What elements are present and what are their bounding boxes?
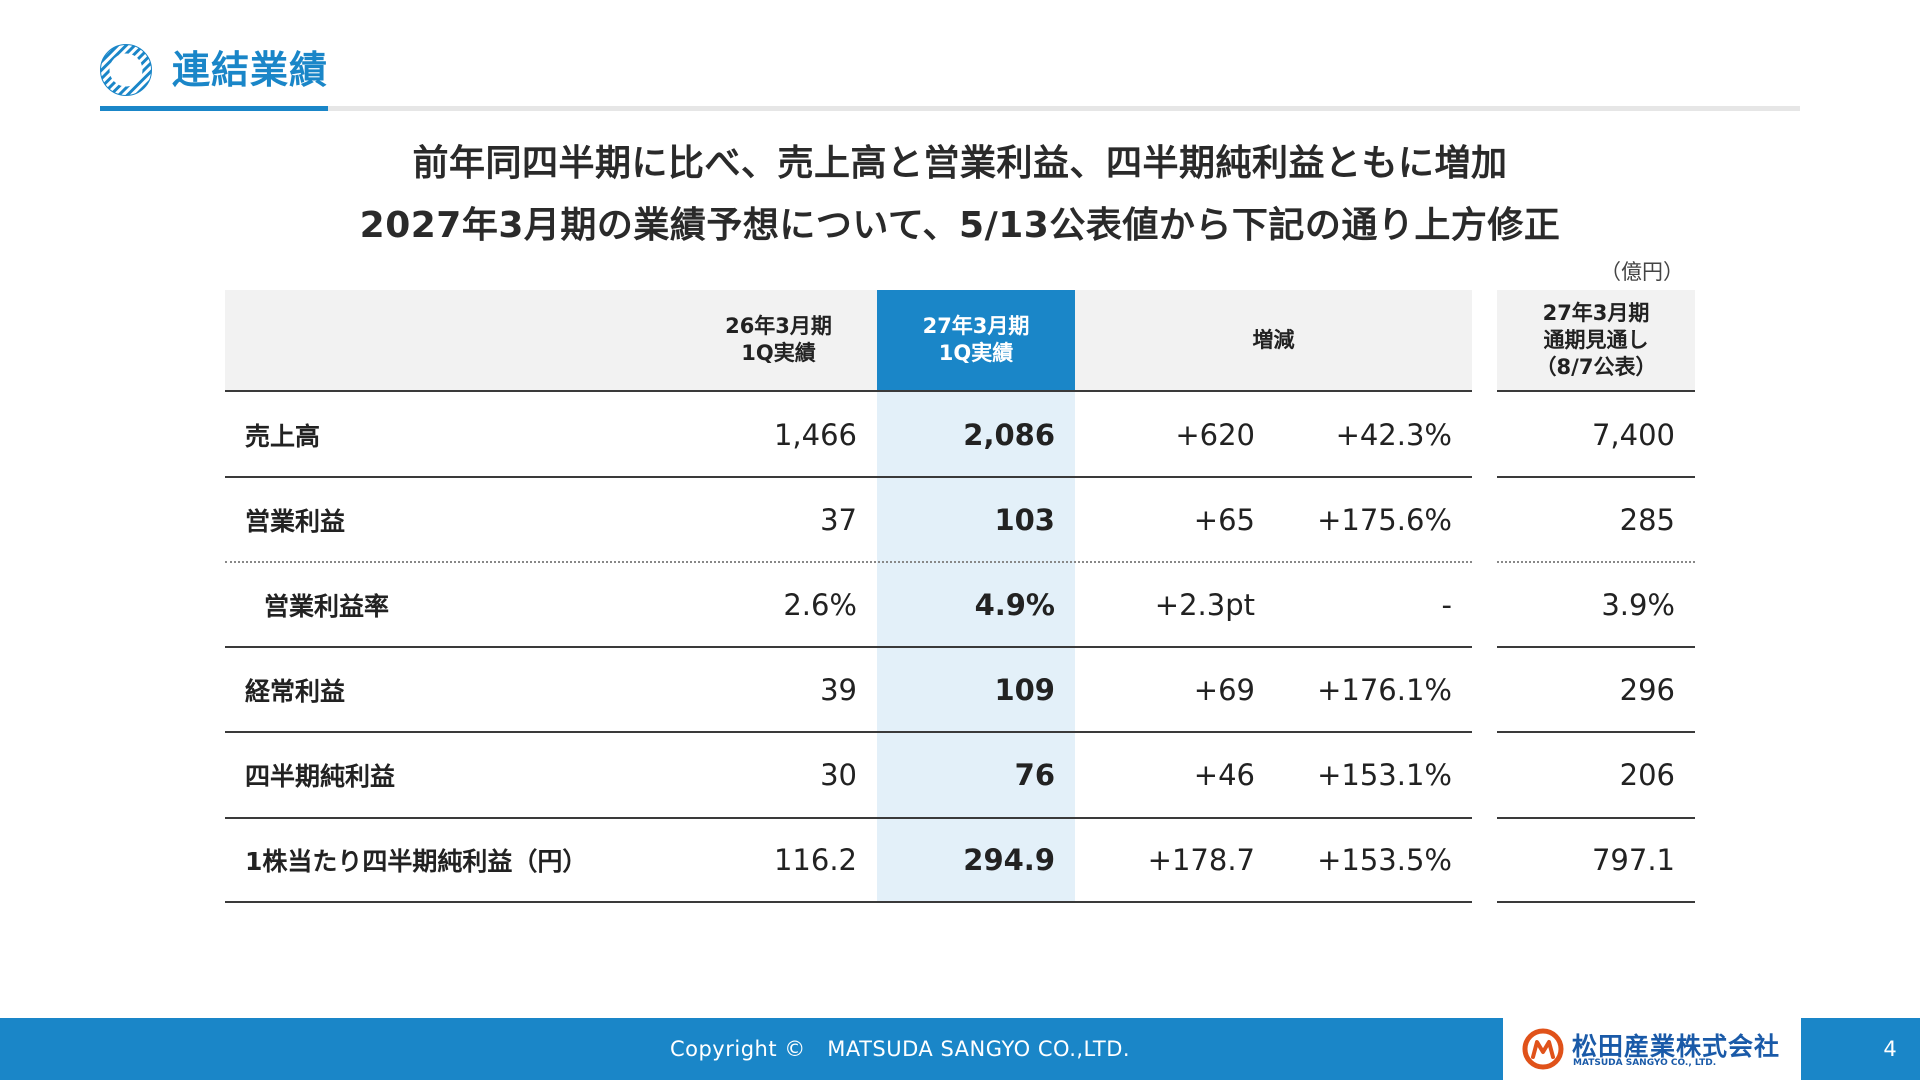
table-rule	[225, 390, 1472, 392]
table-rule	[225, 901, 1472, 903]
company-name: 松田産業株式会社	[1572, 1032, 1781, 1061]
table-rule	[1497, 901, 1695, 903]
cell-net-income-forecast: 206	[1619, 757, 1675, 792]
row-label-eps: 1株当たり四半期純利益（円）	[245, 846, 588, 876]
col-header-diff-label: 増減	[1252, 327, 1295, 352]
unit-label: （億円）	[1600, 260, 1684, 284]
page-number: 4	[1883, 1037, 1897, 1061]
table-dotted-rule	[1497, 561, 1695, 563]
cell-eps-pct: +153.5%	[1317, 842, 1452, 877]
cell-ord-profit-diff: +69	[1193, 672, 1255, 707]
cell-eps-diff: +178.7	[1147, 842, 1255, 877]
col-header-prev-line-2: 1Q実績	[741, 341, 816, 365]
cell-eps-forecast: 797.1	[1591, 842, 1675, 877]
cell-eps-prev: 116.2	[773, 842, 857, 877]
col-header-curr-line-2: 1Q実績	[938, 341, 1014, 365]
cell-op-margin-curr: 4.9%	[974, 587, 1055, 622]
cell-ord-profit-pct: +176.1%	[1317, 672, 1452, 707]
cell-net-income-diff: +46	[1193, 757, 1255, 792]
cell-net-income-curr: 76	[1014, 757, 1055, 792]
copyright-text: Copyright © MATSUDA SANGYO CO.,LTD.	[669, 1037, 1131, 1061]
header-divider-accent	[100, 106, 328, 111]
headline-line-2: 2027年3月期の業績予想について、5/13公表値から下記の通り上方修正	[359, 205, 1561, 246]
ms-logo-icon	[1522, 1028, 1564, 1070]
col-header-curr: 27年3月期 1Q実績	[877, 290, 1075, 390]
col-header-forecast: 27年3月期 通期見通し （8/7公表）	[1497, 290, 1695, 390]
table-dotted-rule	[225, 561, 1472, 563]
cell-op-margin-forecast: 3.9%	[1601, 587, 1675, 622]
row-label-operating-profit: 営業利益	[245, 506, 346, 536]
cell-sales-prev: 1,466	[773, 417, 857, 452]
table-rule	[1497, 731, 1695, 733]
cell-op-profit-pct: +175.6%	[1317, 502, 1452, 537]
cell-op-profit-forecast: 285	[1619, 502, 1675, 537]
cell-net-income-pct: +153.1%	[1317, 757, 1452, 792]
cell-ord-profit-curr: 109	[994, 672, 1055, 707]
cell-sales-curr: 2,086	[963, 417, 1055, 452]
table-rule	[1497, 390, 1695, 392]
table-rule	[225, 646, 1472, 648]
striped-ring-icon	[100, 44, 152, 96]
headline-line-1: 前年同四半期に比べ、売上高と営業利益、四半期純利益ともに増加	[412, 143, 1508, 184]
forecast-header-background	[1497, 290, 1695, 390]
table-rule	[225, 817, 1472, 819]
cell-op-profit-diff: +65	[1193, 502, 1255, 537]
col-header-forecast-line-1: 27年3月期	[1542, 300, 1650, 325]
col-header-curr-line-1: 27年3月期	[922, 314, 1030, 338]
cell-op-margin-pct: -	[1441, 587, 1452, 622]
col-header-forecast-line-2: 通期見通し	[1543, 327, 1649, 352]
cell-sales-forecast: 7,400	[1591, 417, 1675, 452]
cell-op-margin-prev: 2.6%	[783, 587, 857, 622]
company-name-en: MATSUDA SANGYO CO., LTD.	[1573, 1058, 1717, 1068]
col-header-prev-line-1: 26年3月期	[725, 314, 832, 338]
cell-ord-profit-prev: 39	[820, 672, 857, 707]
row-label-operating-margin: 営業利益率	[264, 591, 390, 621]
page-title: 連結業績	[172, 48, 329, 92]
table-rule	[1497, 817, 1695, 819]
row-label-sales: 売上高	[245, 421, 321, 451]
row-label-ordinary-profit: 経常利益	[245, 676, 346, 706]
table-rule	[225, 731, 1472, 733]
cell-op-profit-curr: 103	[994, 502, 1055, 537]
cell-op-profit-prev: 37	[820, 502, 857, 537]
col-header-forecast-line-3: （8/7公表）	[1535, 354, 1657, 379]
cell-op-margin-diff: +2.3pt	[1154, 587, 1255, 622]
col-header-diff: 増減	[1075, 290, 1472, 390]
cell-eps-curr: 294.9	[963, 842, 1055, 877]
highlight-header-background	[877, 290, 1075, 390]
table-rule	[1497, 646, 1695, 648]
table-rule	[1497, 476, 1695, 478]
row-label-net-income: 四半期純利益	[245, 761, 396, 791]
header-divider	[100, 106, 1800, 111]
cell-sales-pct: +42.3%	[1335, 417, 1452, 452]
cell-sales-diff: +620	[1175, 417, 1255, 452]
cell-net-income-prev: 30	[820, 757, 857, 792]
col-header-prev: 26年3月期 1Q実績	[700, 290, 857, 390]
cell-ord-profit-forecast: 296	[1619, 672, 1675, 707]
table-rule	[225, 476, 1472, 478]
table-header-background	[225, 290, 1472, 390]
